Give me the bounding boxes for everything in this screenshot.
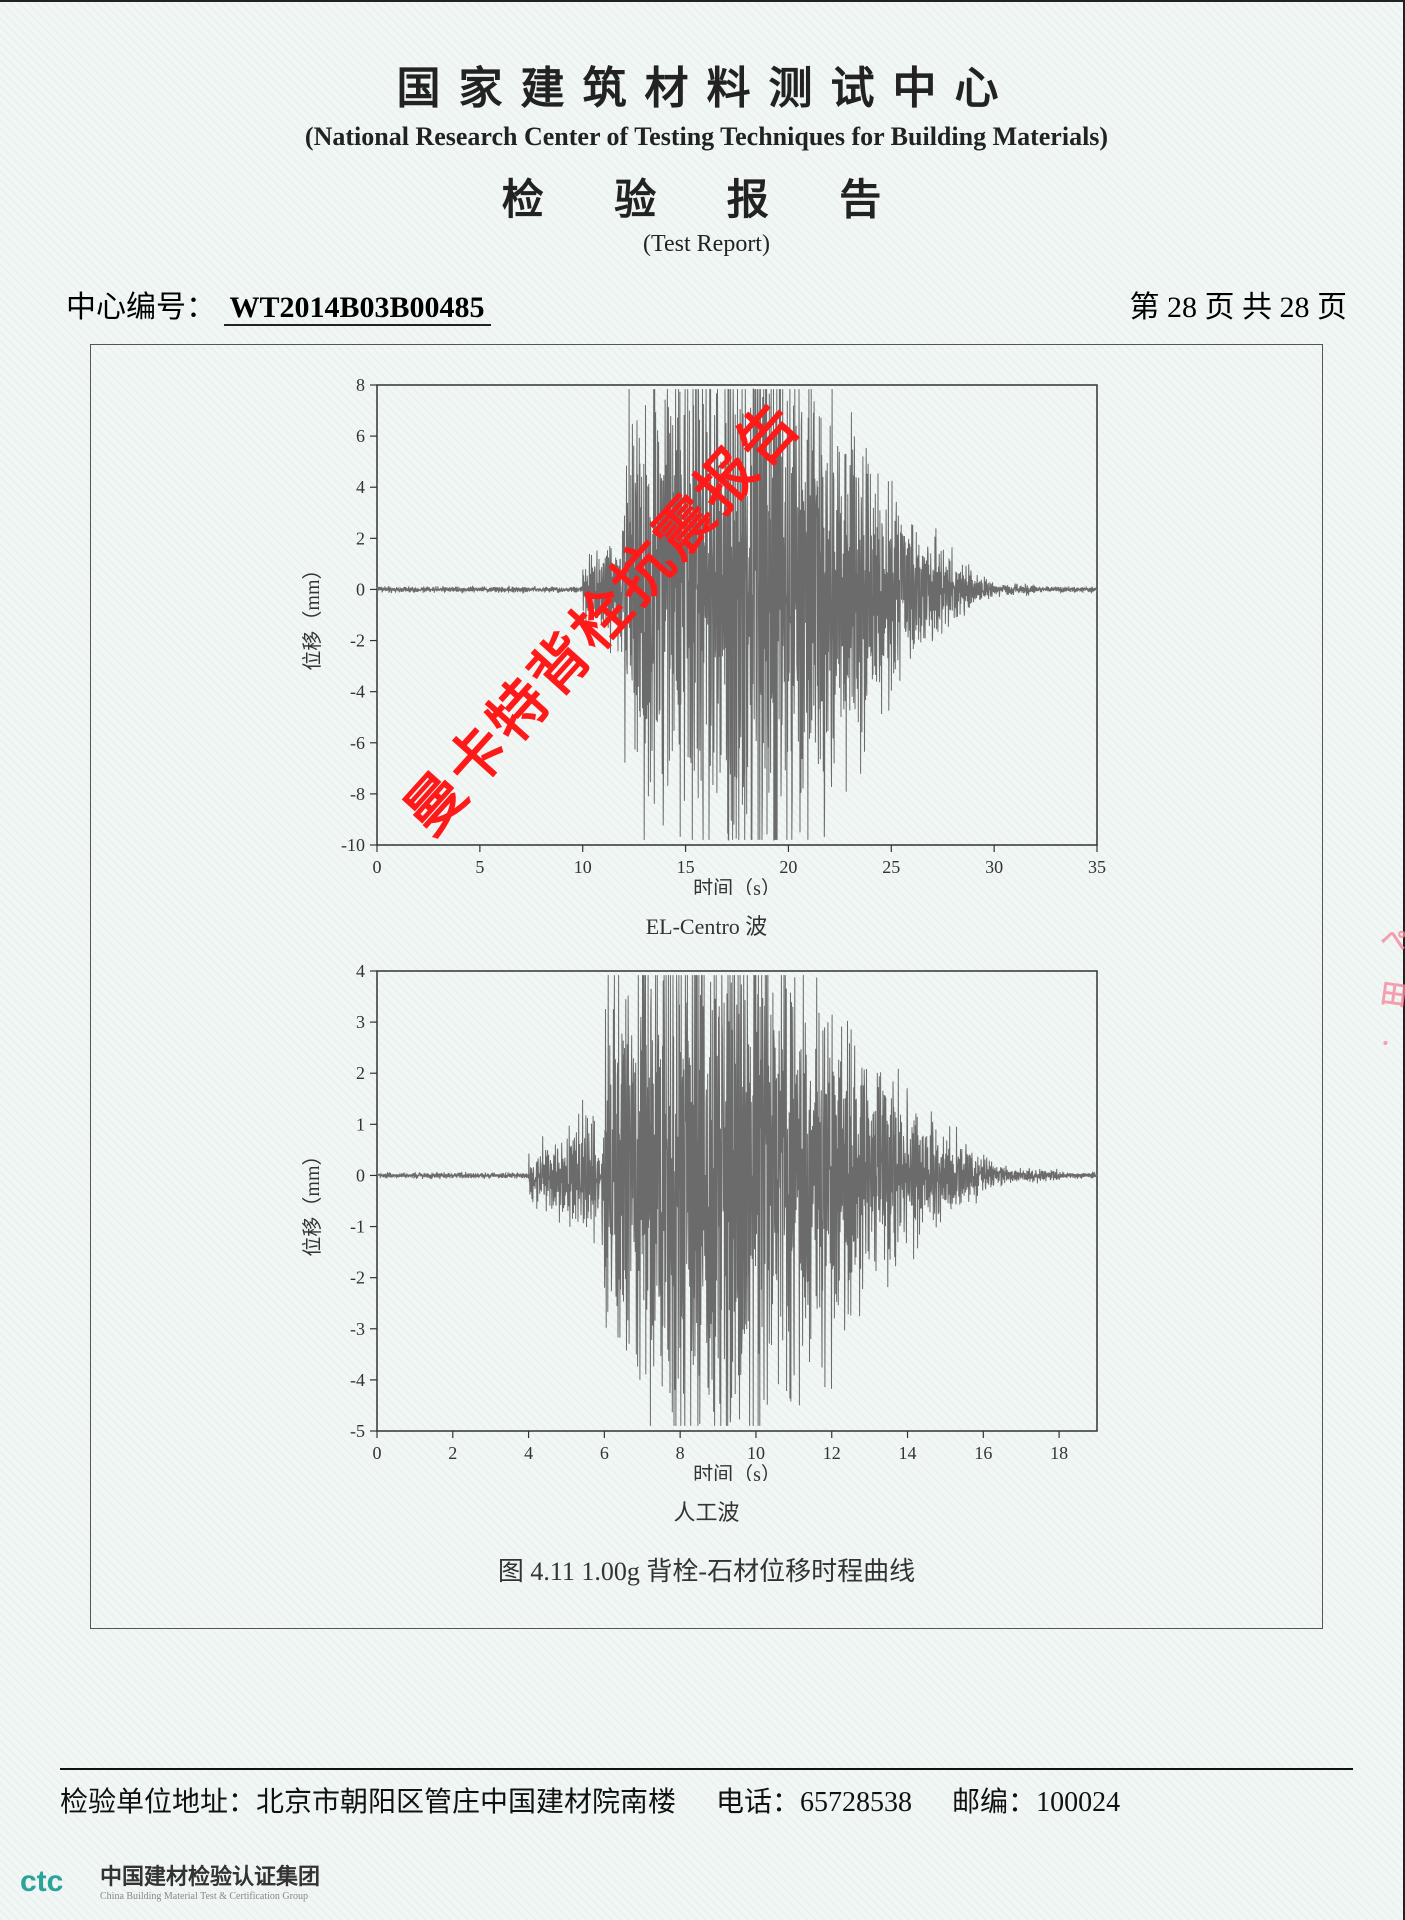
svg-text:15: 15 [676,857,694,877]
svg-text:0: 0 [356,1165,365,1185]
svg-text:0: 0 [372,1443,381,1463]
svg-text:14: 14 [898,1443,916,1463]
svg-text:-6: -6 [350,733,365,753]
chart-2: 024681012141618-5-4-3-2-101234 时间（s） 位移（… [297,961,1117,1481]
page-number: 第 28 页 共 28 页 [1130,282,1348,326]
chart-2-wrap: 024681012141618-5-4-3-2-101234 时间（s） 位移（… [111,961,1302,1527]
svg-text:18: 18 [1050,1443,1068,1463]
svg-text:4: 4 [524,1443,533,1463]
footer-address: 检验单位地址：北京市朝阳区管庄中国建材院南楼 [60,1780,676,1820]
org-name-en: (National Research Center of Testing Tec… [60,122,1353,152]
svg-text:4: 4 [356,477,365,497]
svg-text:8: 8 [356,375,365,395]
logo-en: China Building Material Test & Certifica… [100,1891,320,1902]
svg-text:4: 4 [356,961,365,981]
scanned-page: 国家建筑材料测试中心 (National Research Center of … [0,0,1405,1920]
meta-row: 中心编号： WT2014B03B00485 第 28 页 共 28 页 [60,282,1353,326]
svg-text:5: 5 [475,857,484,877]
svg-text:位移（mm）: 位移（mm） [301,1145,324,1256]
org-name-cn: 国家建筑材料测试中心 [60,52,1353,116]
svg-text:16: 16 [974,1443,992,1463]
page-content: 国家建筑材料测试中心 (National Research Center of … [60,32,1353,1860]
zip-value: 100024 [1036,1787,1120,1818]
logo-text: 中国建材检验认证集团 China Building Material Test … [100,1859,320,1902]
addr-label: 检验单位地址： [60,1787,256,1818]
svg-text:10: 10 [573,857,591,877]
footer-row: 检验单位地址：北京市朝阳区管庄中国建材院南楼 电话：65728538 邮编：10… [60,1780,1353,1820]
svg-text:时间（s）: 时间（s） [693,1463,781,1481]
svg-text:6: 6 [356,426,365,446]
svg-text:35: 35 [1088,857,1106,877]
logo-cn: 中国建材检验认证集团 [100,1859,320,1891]
svg-text:1: 1 [356,1114,365,1134]
svg-text:-2: -2 [350,631,365,651]
svg-text:-1: -1 [350,1217,365,1237]
svg-text:-4: -4 [350,682,365,702]
id-label: 中心编号： [66,291,216,324]
report-title-en: (Test Report) [60,231,1353,258]
ctc-logo: ctc 中国建材检验认证集团 China Building Material T… [20,1859,320,1902]
svg-text:时间（s）: 时间（s） [693,877,781,895]
footer-zip: 邮编：100024 [952,1780,1120,1820]
report-title-cn: 检 验 报 告 [60,166,1353,227]
tel-value: 65728538 [800,1787,912,1818]
svg-text:0: 0 [356,579,365,599]
svg-text:-3: -3 [350,1319,365,1339]
chart-1-wrap: 0 5 10 15 20 25 30 35 -10 -8 -6 -4 -2 0 2 4 6 8 时间（s） 位移（… [111,375,1302,941]
svg-text:2: 2 [356,1063,365,1083]
footer-divider [60,1768,1353,1770]
svg-text:2: 2 [356,528,365,548]
svg-text:25: 25 [882,857,900,877]
svg-text:-8: -8 [350,784,365,804]
svg-text:10: 10 [746,1443,764,1463]
zip-label: 邮编： [952,1787,1036,1818]
svg-text:30: 30 [985,857,1003,877]
svg-text:-2: -2 [350,1268,365,1288]
chart-2-subtitle: 人工波 [673,1495,739,1527]
ctc-logo-icon: ctc [20,1863,90,1899]
center-id: 中心编号： WT2014B03B00485 [66,282,491,326]
svg-text:6: 6 [599,1443,608,1463]
svg-text:20: 20 [779,857,797,877]
svg-text:8: 8 [675,1443,684,1463]
svg-text:-10: -10 [341,835,365,855]
side-stamp: ぺ田· [1381,902,1405,1122]
svg-text:-4: -4 [350,1370,365,1390]
footer-tel: 电话：65728538 [716,1780,912,1820]
svg-text:-5: -5 [350,1421,365,1441]
figure-caption: 图 4.11 1.00g 背栓-石材位移时程曲线 [111,1551,1302,1588]
svg-text:0: 0 [372,857,381,877]
addr-value: 北京市朝阳区管庄中国建材院南楼 [256,1787,676,1818]
chart-1: 0 5 10 15 20 25 30 35 -10 -8 -6 -4 -2 0 2 4 6 8 时间（s） 位移（… [297,375,1117,895]
chart-1-subtitle: EL-Centro 波 [646,909,768,941]
id-value: WT2014B03B00485 [224,291,491,326]
svg-text:2: 2 [448,1443,457,1463]
charts-frame: 05101520253035-10-8-6-4-202468 时间（s） 位移（… [90,344,1323,1629]
svg-text:位移（mm）: 位移（mm） [301,559,324,670]
tel-label: 电话： [716,1787,800,1818]
svg-text:3: 3 [356,1012,365,1032]
svg-text:ctc: ctc [20,1865,63,1898]
svg-text:12: 12 [822,1443,840,1463]
report-header: 国家建筑材料测试中心 (National Research Center of … [60,52,1353,258]
